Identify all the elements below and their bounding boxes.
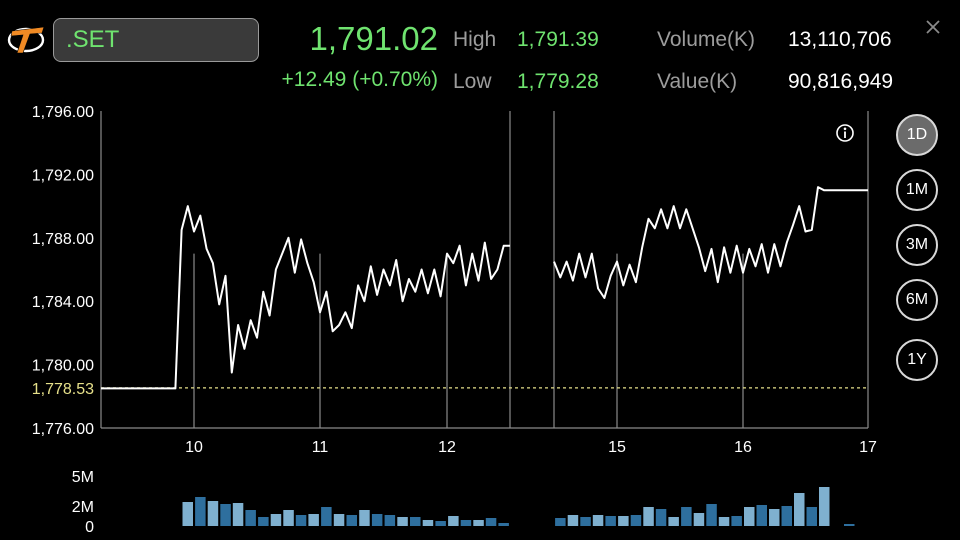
volume-bar	[592, 515, 604, 526]
volume-bar	[283, 510, 294, 526]
x-tick-label: 12	[438, 439, 456, 456]
volume-bar	[422, 520, 434, 526]
volume-bar	[769, 509, 780, 526]
volume-bar	[308, 514, 319, 526]
volume-bar	[731, 516, 742, 526]
value-value: 90,816,949	[788, 70, 894, 93]
volume-bar	[744, 507, 755, 526]
volume-bar	[555, 518, 566, 526]
volume-bar	[182, 502, 193, 526]
volume-bar	[693, 513, 705, 526]
volume-bar	[819, 487, 830, 526]
volume-bar	[270, 514, 282, 526]
value-label: Value(K)	[657, 70, 738, 93]
symbol-search-field[interactable]: .SET	[53, 18, 259, 62]
baseline-label: 1,778.53	[32, 381, 94, 398]
high-label: High	[453, 28, 497, 51]
volume-bar	[630, 515, 642, 526]
volume-bar	[781, 506, 792, 526]
volume-bar	[346, 515, 357, 526]
volume-bar	[195, 497, 206, 526]
volume-bar	[460, 520, 472, 526]
volume-bar	[435, 521, 446, 526]
volume-label: Volume(K)	[657, 28, 756, 51]
x-tick-label: 10	[185, 439, 203, 456]
price-change: +12.49 (+0.70%)	[281, 68, 438, 91]
price-series-line	[553, 186, 868, 299]
volume-bar	[448, 516, 459, 526]
volume-bar	[668, 517, 679, 526]
volume-bar	[207, 501, 219, 526]
volume-bar	[321, 507, 332, 526]
volume-bar-chart: 5M 2M 0	[72, 469, 855, 536]
volume-value: 13,110,706	[788, 28, 892, 51]
volume-bar	[232, 503, 244, 526]
x-tick-label: 11	[312, 439, 329, 456]
volume-bar	[384, 515, 396, 526]
x-tick-label: 17	[859, 439, 877, 456]
period-button-6m[interactable]: 6M	[896, 279, 938, 321]
last-price: 1,791.02	[309, 20, 438, 57]
price-series-line	[101, 205, 510, 390]
volume-bar	[806, 507, 817, 526]
volume-bar	[258, 517, 269, 526]
low-value: 1,779.28	[517, 70, 599, 93]
y-tick-label: 1,796.00	[32, 104, 94, 121]
volume-bar	[485, 518, 497, 526]
volume-y-tick-label: 0	[85, 519, 94, 536]
volume-bar	[397, 517, 408, 526]
period-button-1y[interactable]: 1Y	[896, 339, 938, 381]
volume-bar	[333, 514, 345, 526]
volume-bar	[410, 517, 421, 526]
volume-bar	[473, 520, 484, 526]
volume-bar	[681, 507, 692, 526]
settrade-logo-icon	[7, 26, 45, 54]
volume-bar	[756, 505, 767, 526]
volume-bar	[245, 510, 256, 526]
volume-bar	[844, 524, 855, 526]
volume-bar	[655, 509, 667, 526]
y-tick-label: 1,788.00	[32, 231, 94, 248]
y-tick-label: 1,776.00	[32, 421, 94, 438]
x-tick-label: 16	[734, 439, 752, 456]
volume-bar	[618, 516, 629, 526]
x-tick-label: 15	[608, 439, 626, 456]
volume-y-tick-label: 5M	[72, 469, 94, 486]
low-label: Low	[453, 70, 492, 93]
volume-bar	[718, 517, 730, 526]
y-tick-label: 1,792.00	[32, 167, 94, 184]
volume-bar	[794, 493, 805, 526]
period-button-3m[interactable]: 3M	[896, 224, 938, 266]
period-button-1m[interactable]: 1M	[896, 169, 938, 211]
close-icon[interactable]	[920, 14, 946, 40]
period-button-1d[interactable]: 1D	[896, 114, 938, 156]
volume-bar	[605, 516, 616, 526]
volume-bar	[643, 507, 654, 526]
y-tick-label: 1,784.00	[32, 294, 94, 311]
volume-bar	[359, 510, 370, 526]
volume-bar	[220, 504, 231, 526]
volume-bar	[580, 517, 591, 526]
high-value: 1,791.39	[517, 28, 599, 51]
volume-bar	[567, 515, 579, 526]
info-icon[interactable]	[836, 124, 854, 142]
y-tick-label: 1,780.00	[32, 358, 94, 375]
volume-y-tick-label: 2M	[72, 499, 94, 516]
volume-bar	[498, 523, 509, 526]
intraday-price-chart: 1,796.00 1,792.00 1,788.00 1,784.00 1,780.00…	[32, 104, 877, 456]
volume-bar	[371, 514, 383, 526]
volume-bar	[295, 515, 307, 526]
symbol-text: .SET	[66, 26, 120, 53]
volume-bar	[706, 504, 717, 526]
